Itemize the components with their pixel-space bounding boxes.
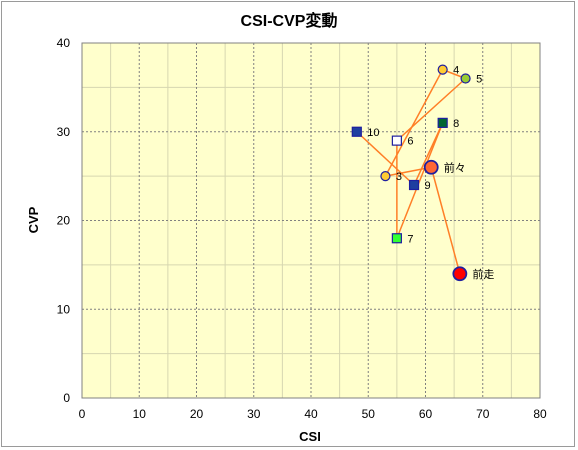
series-segment [356,131,415,186]
x-tick-label: 80 [533,407,547,421]
data-point-marker [452,266,468,282]
data-point-label: 10 [367,127,379,139]
x-tick-label: 60 [419,407,433,421]
data-point-label: 9 [425,180,431,192]
y-tick-label: 10 [57,302,71,316]
chart-title: CSI-CVP変動 [241,11,338,30]
x-tick-labels: 0 10 20 30 40 50 60 70 80 [79,407,547,421]
y-tick-label: 40 [57,36,71,50]
x-tick-label: 0 [79,407,86,421]
series-lines [356,68,467,274]
y-tick-label: 30 [57,125,71,139]
x-tick-label: 40 [304,407,318,421]
data-point-marker [460,73,471,84]
data-point-label: 4 [453,65,459,77]
data-point-label: 前走 [472,267,494,281]
data-point-label: 3 [396,171,402,183]
x-axis-label: CSI [299,429,321,444]
major-gridlines [82,43,540,398]
series-segment [396,122,444,239]
data-point-marker [437,117,448,128]
x-tick-label: 30 [247,407,261,421]
series-segment [430,167,461,274]
x-tick-label: 20 [190,407,204,421]
data-point-label: 5 [476,74,482,86]
data-point-label: 7 [407,233,413,245]
data-point-marker [380,171,391,182]
series-segment [413,122,444,186]
data-point-marker [391,233,402,244]
data-point-marker [437,64,448,75]
series-segment [396,77,467,142]
data-point-label: 8 [453,118,459,130]
data-point-label: 6 [407,136,413,148]
data-point-marker [351,126,362,137]
plot-border [81,42,541,399]
series-segment [384,69,444,177]
y-tick-label: 0 [63,391,70,405]
data-point-label: 前々 [444,160,466,174]
point-labels: 前走 前々 3 4 5 6 7 8 9 10 [367,65,494,281]
series-segment [385,166,432,177]
y-tick-label: 20 [57,214,71,228]
y-axis-label: CVP [26,206,41,233]
y-tick-labels: 0 10 20 30 40 [57,36,71,405]
series-markers [351,64,471,282]
data-point-marker [423,159,439,175]
x-tick-label: 50 [362,407,376,421]
data-point-marker [408,179,420,191]
x-tick-label: 70 [476,407,490,421]
data-point-marker [391,135,402,146]
x-tick-label: 10 [133,407,147,421]
